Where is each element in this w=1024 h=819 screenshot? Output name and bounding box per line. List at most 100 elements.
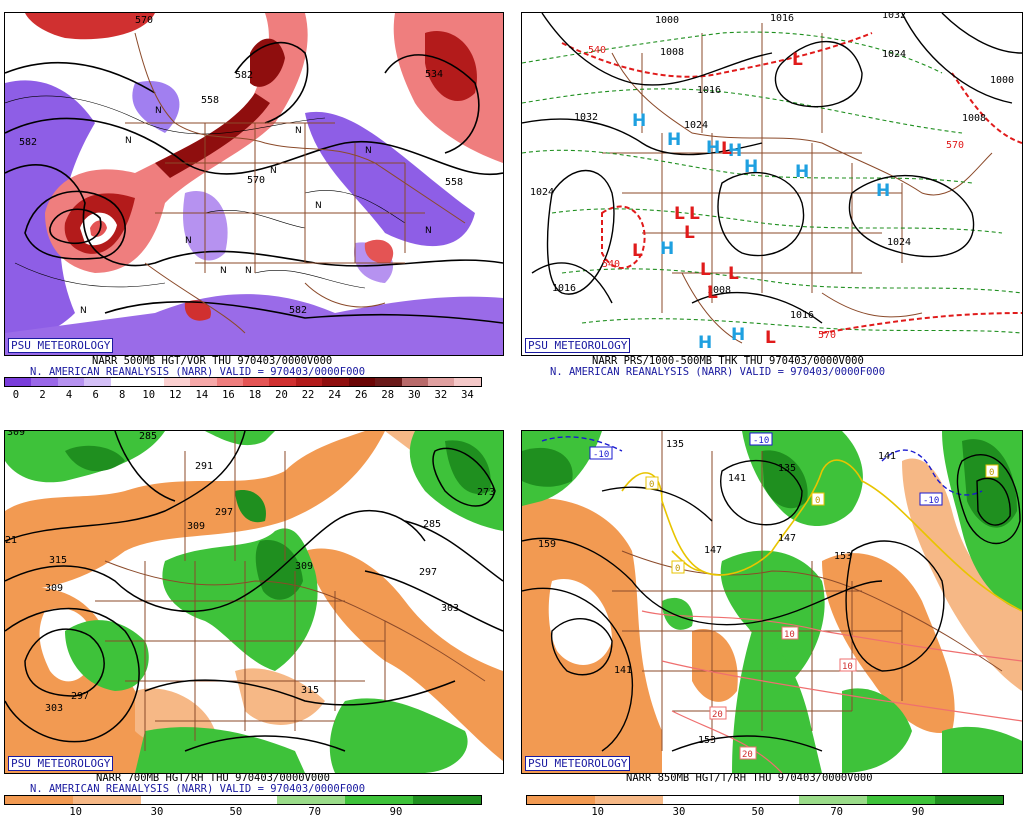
thickness-label: 570 xyxy=(818,330,836,341)
colorbar-swatch xyxy=(209,796,277,804)
height-label: 297 xyxy=(215,507,233,518)
psu-meteorology-tag: PSU METEOROLOGY xyxy=(8,338,114,353)
temp-label: -10 xyxy=(593,450,609,460)
low-pressure-marker: L xyxy=(792,50,803,70)
colorbar-tick-label: 6 xyxy=(92,389,99,401)
low-pressure-marker: L xyxy=(707,283,718,303)
temp-label: -10 xyxy=(923,496,939,506)
map-850mb-rh-temp: 135 141 135 147 153 159 141 147 153 141 … xyxy=(521,430,1023,774)
svg-text:N: N xyxy=(80,306,87,316)
isobar-label: 1016 xyxy=(697,85,721,96)
height-label: 273 xyxy=(477,487,495,498)
panel-700mb: 309 285 291 297 309 315 309 297 303 309 … xyxy=(0,410,512,819)
height-label: 285 xyxy=(139,431,157,442)
isobar-label: 1024 xyxy=(882,49,906,60)
colorbar-swatch xyxy=(110,378,138,386)
colorbar-tick-label: 50 xyxy=(229,806,243,818)
colorbar-swatch xyxy=(242,378,270,386)
panel-850mb: 135 141 135 147 153 159 141 147 153 141 … xyxy=(512,410,1024,819)
psu-meteorology-tag: PSU METEOROLOGY xyxy=(8,756,114,771)
colorbar-swatch xyxy=(141,796,209,804)
map-850mb-svg: 135 141 135 147 153 159 141 147 153 141 … xyxy=(522,431,1022,773)
colorbar-tick-label: 30 xyxy=(150,806,164,818)
height-label: 141 xyxy=(614,665,632,676)
contour-label: 558 xyxy=(201,95,219,106)
colorbar-swatch xyxy=(935,796,1003,804)
contour-label: 582 xyxy=(289,305,307,316)
colorbar-tick-label: 28 xyxy=(381,389,395,401)
low-pressure-marker: L xyxy=(684,223,695,243)
temp-label: 20 xyxy=(742,750,753,760)
colorbar-swatch xyxy=(428,378,455,386)
low-pressure-marker: L xyxy=(721,139,732,159)
height-label: 309 xyxy=(45,583,63,594)
colorbar-swatch xyxy=(345,796,413,804)
height-label: 309 xyxy=(7,431,25,438)
colorbar-swatch xyxy=(663,796,731,804)
colorbar-swatch xyxy=(348,378,376,386)
isobar-label: 1000 xyxy=(990,75,1014,86)
svg-text:N: N xyxy=(155,106,162,116)
colorbar-swatch xyxy=(137,378,164,386)
isobar-label: 1032 xyxy=(882,13,906,21)
low-pressure-marker: L xyxy=(765,328,776,348)
contour-label: 558 xyxy=(445,177,463,188)
svg-text:N: N xyxy=(295,126,302,136)
colorbar-tick-label: 16 xyxy=(222,389,235,401)
map-700mb-rh: 309 285 291 297 309 315 309 297 303 309 … xyxy=(4,430,504,774)
contour-label: 534 xyxy=(425,69,443,80)
colorbar-tick-label: 30 xyxy=(672,806,686,818)
colorbar-swatch xyxy=(277,796,345,804)
panel-title: NARR 500MB HGT/VOR THU 970403/0000V000 xyxy=(92,355,333,367)
colorbar-swatch xyxy=(413,796,481,804)
high-pressure-marker: H xyxy=(667,130,681,150)
height-label: 303 xyxy=(45,703,63,714)
high-pressure-marker: H xyxy=(660,239,674,259)
height-label: 297 xyxy=(419,567,437,578)
height-label: 291 xyxy=(195,461,213,472)
colorbar-swatch xyxy=(401,378,428,386)
high-pressure-marker: H xyxy=(698,333,712,353)
temp-label: 10 xyxy=(784,630,795,640)
colorbar-swatch xyxy=(163,378,191,386)
rh-colorbar-ticks: 10 30 50 70 90 xyxy=(4,806,480,819)
height-label: 285 xyxy=(423,519,441,530)
thickness-label: 540 xyxy=(602,259,620,270)
map-pressure-svg: 1000 1008 1016 1024 1032 1024 1016 1008 … xyxy=(522,13,1022,355)
isobar-label: 1024 xyxy=(530,187,554,198)
height-label: 303 xyxy=(441,603,459,614)
vorticity-colorbar-ticks: 0 2 4 6 8 10 12 14 16 18 20 22 24 26 28 30 32 34 xyxy=(4,389,480,403)
psu-meteorology-tag: PSU METEOROLOGY xyxy=(525,756,631,771)
isobar-label: 1000 xyxy=(655,15,679,26)
high-pressure-marker: H xyxy=(632,111,646,131)
colorbar-swatch xyxy=(322,378,349,386)
colorbar-tick-label: 0 xyxy=(12,389,20,401)
colorbar-tick-label: 10 xyxy=(142,389,156,401)
panel-title: NARR 700MB HGT/RH THU 970403/0000V000 xyxy=(96,772,330,784)
temp-label: 0 xyxy=(815,496,820,506)
thickness-label: 540 xyxy=(588,45,606,56)
svg-text:N: N xyxy=(315,201,322,211)
svg-text:N: N xyxy=(220,266,227,276)
height-label: 159 xyxy=(538,539,556,550)
contour-label: 570 xyxy=(247,175,265,186)
colorbar-tick-label: 10 xyxy=(69,806,83,818)
colorbar-tick-label: 50 xyxy=(751,806,765,818)
height-label: 297 xyxy=(71,691,89,702)
svg-text:N: N xyxy=(185,236,192,246)
isobar-label: 1024 xyxy=(887,237,911,248)
colorbar-tick-label: 4 xyxy=(65,389,73,401)
thickness-label: 570 xyxy=(946,140,964,151)
temp-label: 20 xyxy=(712,710,723,720)
isobar-label: 1016 xyxy=(770,13,794,24)
high-pressure-marker: H xyxy=(876,181,890,201)
panel-pressure-thickness: 1000 1008 1016 1024 1032 1024 1016 1008 … xyxy=(512,0,1024,410)
high-pressure-marker: H xyxy=(731,325,745,345)
height-label: 147 xyxy=(778,533,796,544)
colorbar-tick-label: 70 xyxy=(308,806,322,818)
colorbar-swatch xyxy=(731,796,799,804)
colorbar-tick-label: 26 xyxy=(354,389,368,401)
height-label: 147 xyxy=(704,545,722,556)
isobar-label: 1016 xyxy=(552,283,576,294)
